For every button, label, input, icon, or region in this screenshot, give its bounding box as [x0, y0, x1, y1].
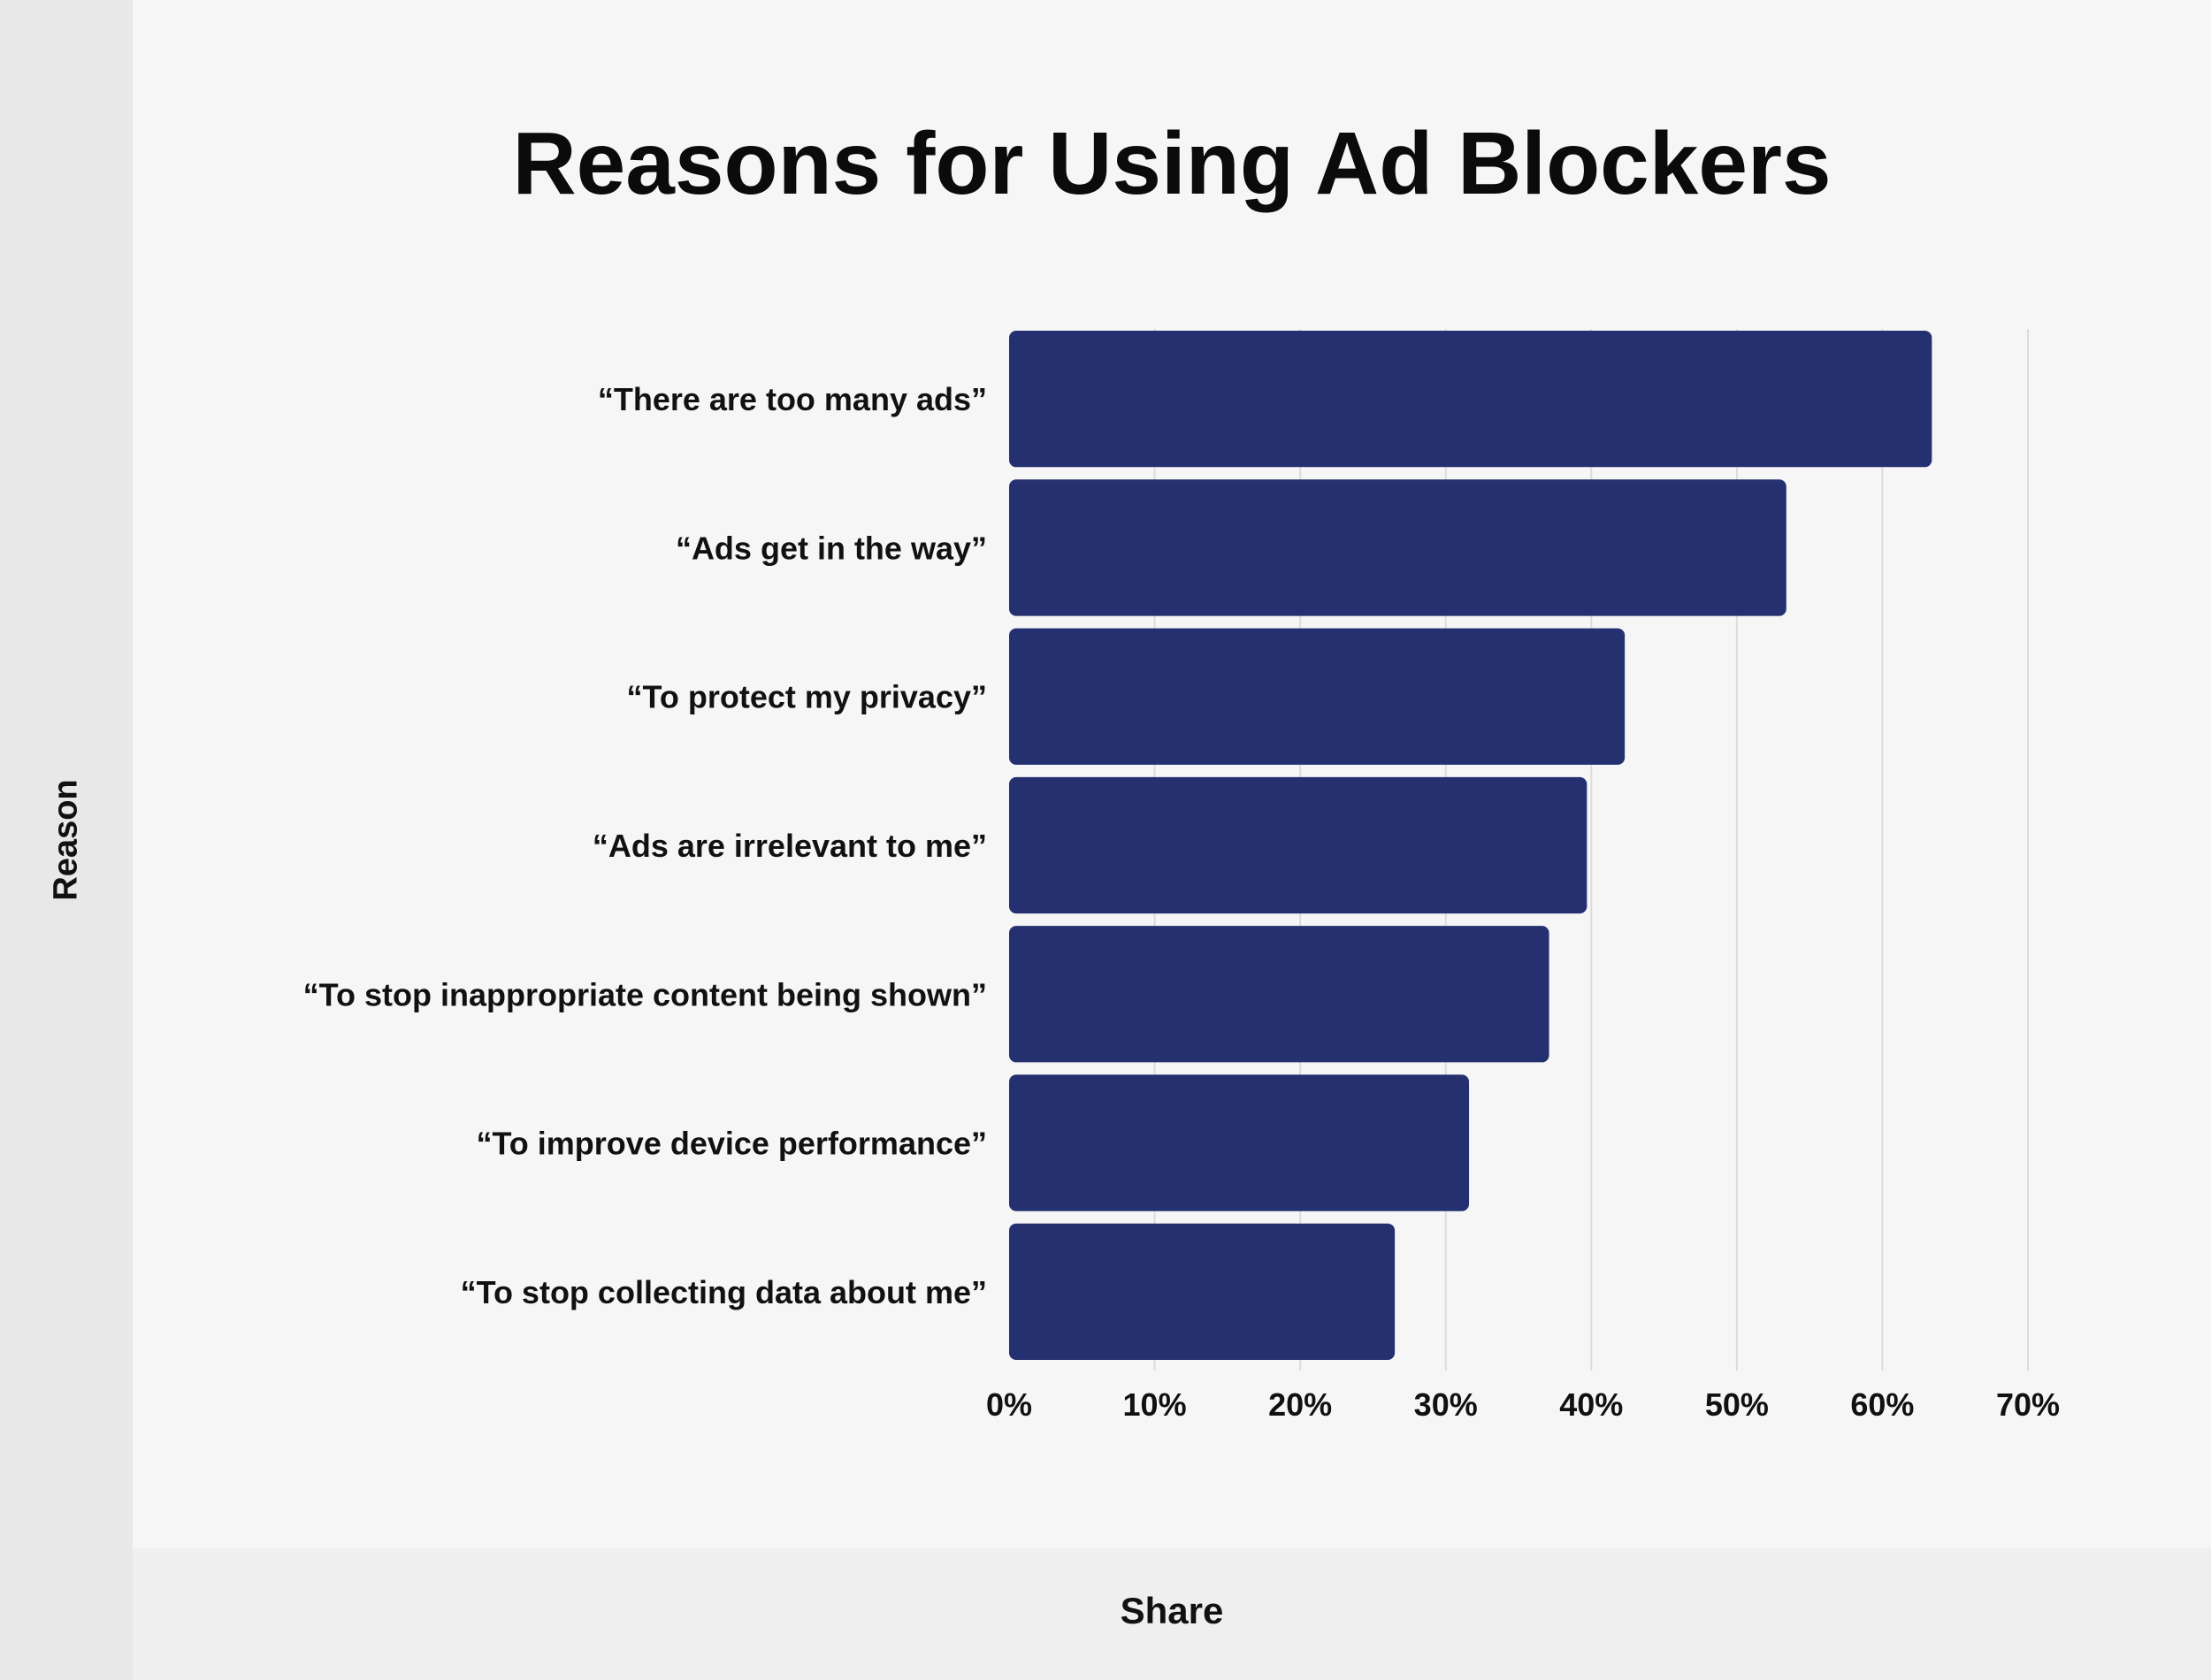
bar — [1009, 926, 1549, 1062]
category-label: “To improve device performance” — [476, 1126, 987, 1162]
bar — [1009, 1224, 1395, 1360]
category-label: “There are too many ads” — [598, 381, 987, 417]
tick-label-layer: 0% 10% 20% 30% 40% 50% 60% 70% — [986, 1386, 2060, 1423]
x-tick-label: 60% — [1850, 1386, 1914, 1423]
category-label: “Ads get in the way” — [676, 530, 987, 566]
x-tick-label: 30% — [1414, 1386, 1478, 1423]
category-label: “To protect my privacy” — [627, 679, 987, 715]
x-tick-label: 0% — [986, 1386, 1032, 1423]
category-label: “To stop collecting data about me” — [461, 1274, 987, 1310]
bar — [1009, 629, 1625, 765]
x-tick-label: 50% — [1705, 1386, 1769, 1423]
x-tick-label: 20% — [1268, 1386, 1332, 1423]
x-tick-label: 70% — [1996, 1386, 2060, 1423]
category-label: “To stop inappropriate content being sho… — [303, 976, 987, 1012]
x-tick-label: 40% — [1559, 1386, 1623, 1423]
category-label-layer: “There are too many ads” “Ads get in the … — [303, 381, 987, 1310]
bar — [1009, 1074, 1469, 1210]
bar — [1009, 479, 1786, 615]
bar — [1009, 777, 1587, 913]
category-label: “Ads are irrelevant to me” — [593, 828, 987, 864]
bar-layer — [1009, 331, 1932, 1360]
x-tick-label: 10% — [1123, 1386, 1187, 1423]
bar — [1009, 331, 1932, 467]
